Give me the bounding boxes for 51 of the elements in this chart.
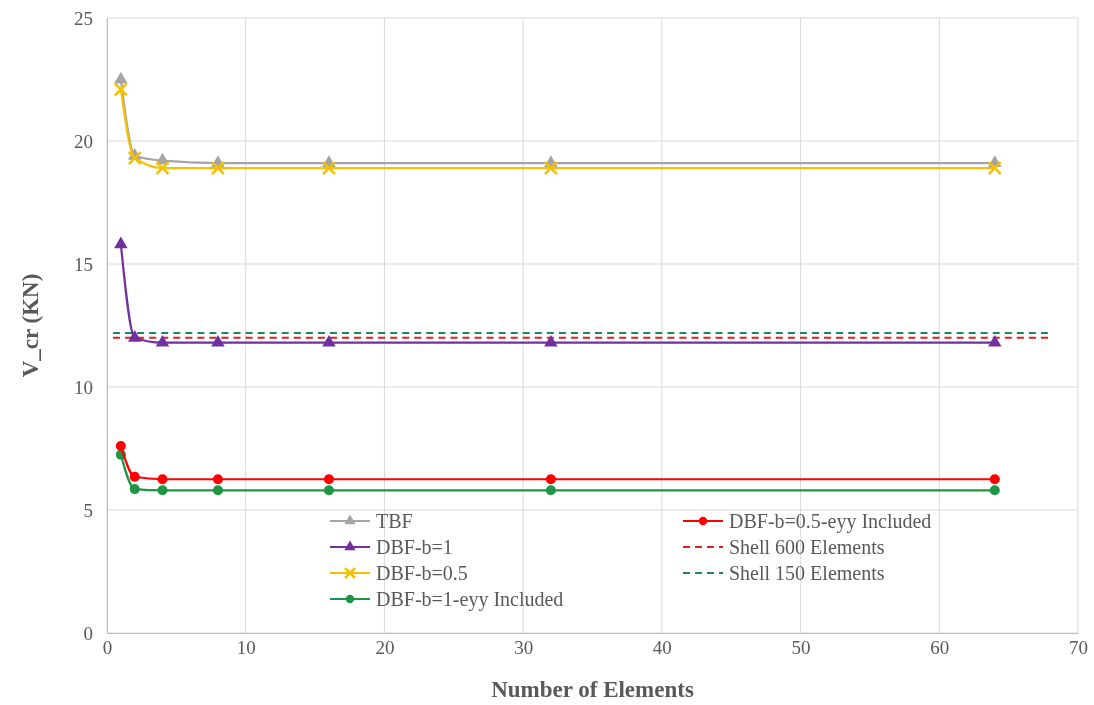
x-tick-label: 60 (930, 637, 950, 659)
point (322, 334, 336, 347)
y-tick-label: 15 (74, 253, 93, 275)
y-axis-title: V_cr (KN) (18, 273, 43, 378)
point (545, 474, 556, 485)
legend-label: Shell 150 Elements (729, 562, 885, 584)
x-tick-label: 30 (514, 637, 534, 659)
point (323, 474, 334, 485)
y-tick-label: 10 (74, 376, 93, 398)
point (155, 160, 170, 176)
x-tick-label: 20 (375, 637, 395, 659)
point (543, 160, 559, 176)
point (127, 329, 142, 342)
legend-label: DBF-b=1-eyy Included (376, 588, 564, 611)
point (989, 474, 1000, 485)
point (114, 236, 128, 249)
point (157, 474, 168, 485)
legend-label: DBF-b=0.5 (376, 562, 468, 584)
y-tick-label: 25 (74, 7, 93, 29)
point (987, 160, 1003, 176)
x-tick-label: 40 (652, 637, 672, 659)
x-axis-title: Number of Elements (491, 677, 694, 702)
point (212, 485, 223, 496)
point (212, 474, 223, 485)
point (321, 160, 337, 176)
x-tick-label: 0 (102, 637, 113, 659)
point (114, 71, 128, 84)
point (129, 471, 140, 482)
legend-label: DBF-b=0.5-eyy Included (729, 510, 932, 533)
point (323, 485, 334, 496)
point (210, 160, 226, 176)
y-tick-label: 0 (83, 622, 93, 644)
point (115, 441, 126, 452)
point (545, 485, 556, 496)
point (989, 485, 1000, 496)
x-tick-label: 10 (236, 637, 256, 659)
legend-label: TBF (376, 510, 413, 532)
point (544, 334, 558, 347)
point (211, 334, 225, 347)
x-tick-label: 50 (791, 637, 811, 659)
point (988, 334, 1002, 347)
y-tick-label: 5 (83, 499, 93, 521)
point (155, 334, 170, 347)
point (113, 82, 129, 97)
x-tick-label: 70 (1069, 637, 1088, 659)
point (129, 484, 140, 495)
legend-label: Shell 600 Elements (729, 536, 885, 558)
point (157, 485, 168, 496)
y-tick-label: 20 (74, 130, 93, 152)
point (127, 150, 142, 166)
legend-label: DBF-b=1 (376, 536, 453, 558)
